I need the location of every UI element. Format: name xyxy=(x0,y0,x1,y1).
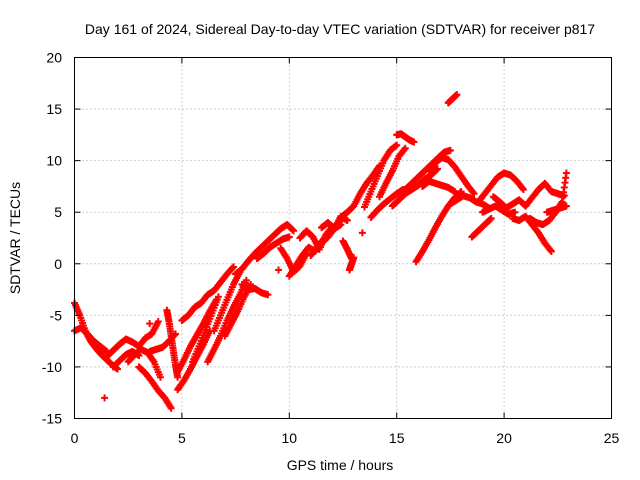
data-point xyxy=(156,373,164,381)
y-tick-label: -5 xyxy=(50,307,63,323)
data-point xyxy=(434,165,442,173)
data-point xyxy=(264,291,272,299)
y-axis-label: SDTVAR / TECUs xyxy=(7,182,23,294)
x-axis-label: GPS time / hours xyxy=(287,457,394,473)
x-tick-label: 20 xyxy=(496,430,512,446)
x-tick-label: 15 xyxy=(389,430,405,446)
data-point xyxy=(562,169,570,177)
data-point xyxy=(393,141,401,149)
data-point xyxy=(290,227,298,235)
data-point xyxy=(432,166,440,174)
plot-frame xyxy=(74,57,612,419)
x-tick-label: 0 xyxy=(71,430,79,446)
chart-title: Day 161 of 2024, Sidereal Day-to-day VTE… xyxy=(85,21,595,37)
data-point xyxy=(410,138,418,146)
data-point xyxy=(214,293,222,301)
data-point xyxy=(146,320,154,328)
data-point xyxy=(289,226,297,234)
data-point xyxy=(562,202,570,210)
y-tick-label: 15 xyxy=(46,101,62,117)
x-tick-label: 5 xyxy=(178,430,186,446)
x-tick-label: 10 xyxy=(282,430,298,446)
data-point xyxy=(446,146,454,154)
data-point xyxy=(511,208,519,216)
data-point xyxy=(229,263,237,271)
data-point xyxy=(486,215,494,223)
tick-labels: 0 5 10 15 20 25 -15 -10 -5 0 5 10 15 20 xyxy=(42,50,620,447)
data-point xyxy=(167,404,175,412)
data-point xyxy=(453,91,461,99)
data-point xyxy=(470,190,478,198)
x-tick-label: 25 xyxy=(604,430,620,446)
data-point xyxy=(487,214,495,222)
data-point xyxy=(519,186,527,194)
data-point xyxy=(154,318,162,326)
data-point xyxy=(275,266,283,274)
data-point xyxy=(242,276,250,284)
axis-ticks xyxy=(74,57,612,419)
data-point xyxy=(285,233,293,241)
data-point xyxy=(101,394,109,402)
y-tick-label: 10 xyxy=(46,153,62,169)
data-point xyxy=(401,144,409,152)
data-point xyxy=(358,229,366,237)
y-tick-label: -15 xyxy=(42,411,62,427)
data-marks xyxy=(71,91,570,412)
data-point xyxy=(350,254,358,262)
y-tick-label: 0 xyxy=(54,256,62,272)
y-tick-label: 20 xyxy=(46,50,62,66)
y-tick-label: -10 xyxy=(42,359,62,375)
data-point xyxy=(228,264,236,272)
data-point xyxy=(547,247,555,255)
y-tick-label: 5 xyxy=(54,204,62,220)
data-point xyxy=(343,216,351,224)
